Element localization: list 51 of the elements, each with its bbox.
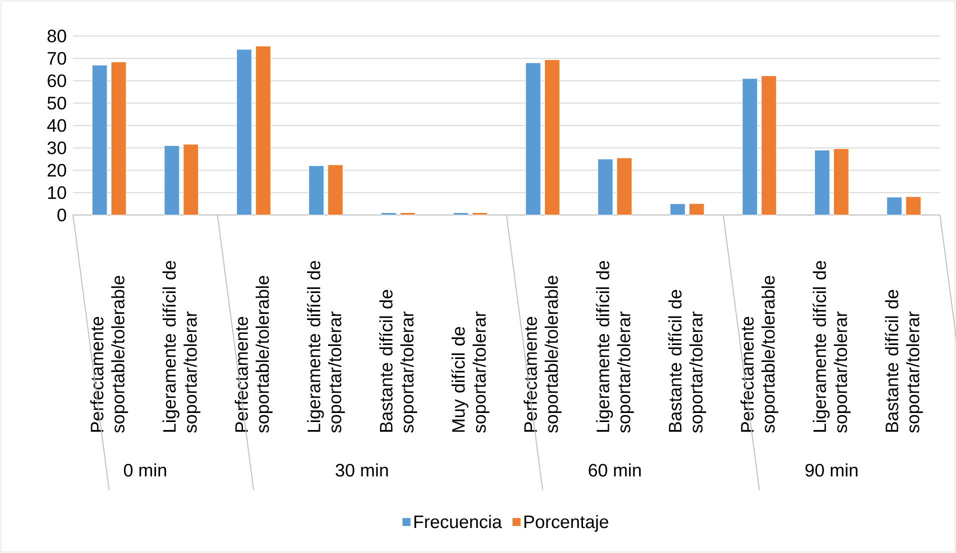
y-tick-label: 80 [48,30,66,42]
legend-label: Frecuencia [414,514,502,528]
bar [236,49,252,216]
bar [886,196,902,216]
bar [92,64,108,216]
bar [308,166,324,216]
x-tick-label: Muy difícil de soportar/tolerar [451,311,490,433]
y-tick-label: 50 [48,96,66,110]
bar [400,212,416,216]
bar [328,164,344,216]
text: 90 min [805,463,858,477]
x-tick-label: Perfectamente soportable/tolerable [90,276,128,433]
x-tick-label: Bastante difícil de soportar/tolerar [884,290,923,433]
x-tick-label: Perfectamente soportable/tolerable [740,276,778,433]
x-tick-label: Ligeramente difícil de soportar/tolerar [162,260,200,433]
x-tick-label: Perfectamente soportable/tolerable [524,276,562,433]
text: 60 min [588,463,641,477]
text: 0 min [124,463,166,477]
bar [833,148,849,216]
bar [183,144,199,216]
bar [742,78,758,216]
bar [616,158,632,216]
x-tick-label: Ligeramente difícil de soportar/tolerar [596,260,634,433]
y-tick-label: 20 [48,164,66,177]
y-tick-label: 40 [47,119,66,132]
bar [814,150,830,216]
bar [255,46,271,216]
bar [688,203,704,216]
bar [525,62,541,216]
text: 30 min [336,463,388,477]
bar [670,204,686,216]
bar [472,212,488,216]
bar [380,212,396,216]
x-tick-label: Perfectamente soportable/tolerable [234,276,273,433]
bar [906,196,922,216]
legend-label: Porcentaje [524,514,608,532]
x-tick-label: Bastante difícil de soportar/tolerar [379,290,418,433]
bar [453,212,469,216]
y-tick-label: 30 [47,142,66,154]
x-tick-label: Bastante difícil de soportar/tolerar [668,290,706,433]
x-tick-label: Ligeramente difícil de soportar/tolerar [306,260,345,433]
y-tick-label: 10 [48,186,66,199]
y-tick-label: 0 [57,208,66,222]
bar [544,59,560,216]
bar [164,145,180,216]
bar [598,158,614,216]
bar [761,76,777,216]
y-tick-label: 70 [48,52,66,65]
y-tick-label: 60 [48,74,66,88]
bar [110,62,126,216]
x-tick-label: Ligeramente difícil de soportar/tolerar [812,260,851,433]
